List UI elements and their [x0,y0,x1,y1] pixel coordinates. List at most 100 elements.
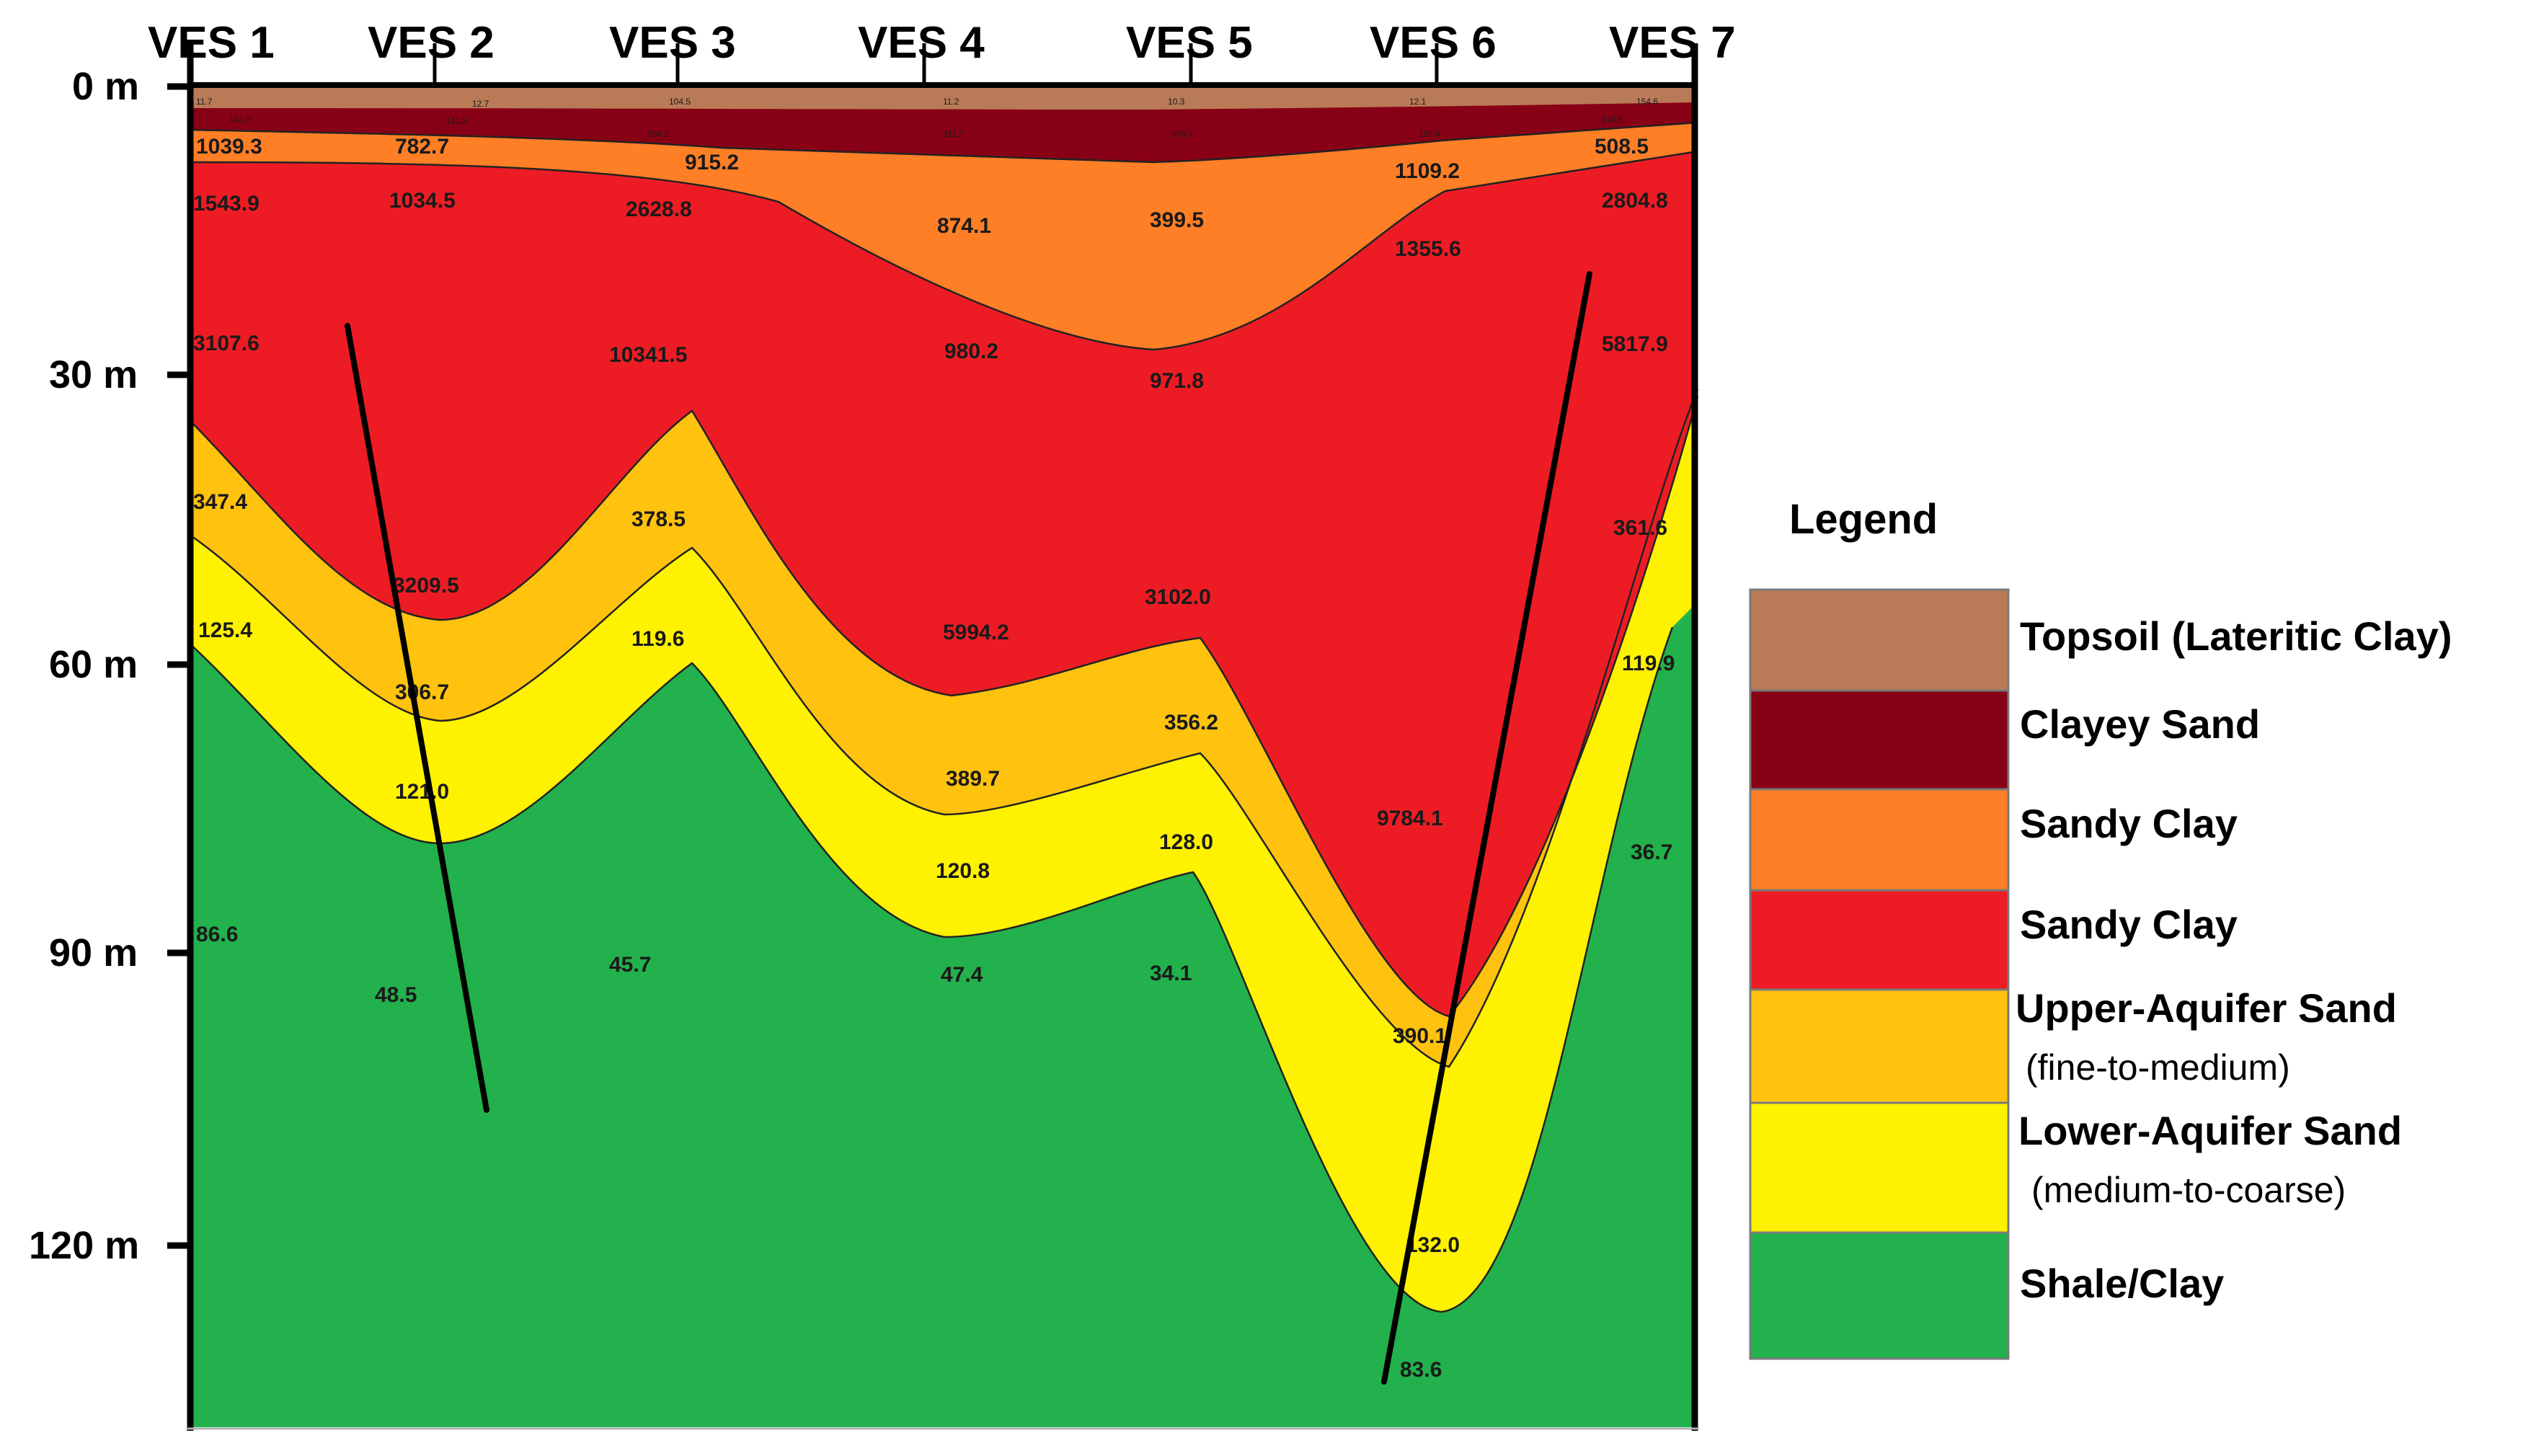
layer-topsoil [187,86,1698,110]
res-value: 36.7 [1631,840,1672,864]
legend-swatch-lower-aquifer [1749,1101,2010,1234]
res-value: 347.4 [193,490,247,514]
res-value: 874.1 [937,214,991,238]
legend: Legend Topsoil (Lateritic Clay) Clayey S… [1749,496,2452,1360]
legend-swatch-shale-clay [1749,1231,2010,1360]
layer-boundaries [187,121,1699,1313]
legend-label-sandy-clay-red: Sandy Clay [2020,902,2238,947]
res-value: 3102.0 [1145,585,1211,609]
res-value: 125.4 [198,618,252,642]
res-value: 5994.2 [943,621,1009,644]
tiny-label: 141.3 [445,116,467,126]
legend-label-clayey-sand: Clayey Sand [2020,701,2260,747]
res-value: 1034.5 [389,189,456,213]
boundary-clayey-sand [187,121,1698,164]
tiny-top-labels: 11.7 141.3 12.7 141.3 104.5 304.2 11.2 3… [196,97,1658,139]
res-value: 132.0 [1406,1233,1460,1257]
depth-label-120: 120 m [29,1224,139,1267]
legend-swatch-sandy-clay-orange [1749,788,2010,892]
ves-label-2: VES 2 [368,18,495,68]
tiny-label: 104.5 [669,97,691,107]
ves-labels: VES 1 VES 2 VES 3 VES 4 VES 5 VES 6 VES … [148,18,1736,68]
res-value: 48.5 [375,983,417,1007]
res-value: 86.6 [196,923,238,946]
tiny-label: 11.7 [196,97,213,107]
res-value: 361.6 [1613,516,1667,540]
res-value: 971.8 [1150,369,1204,393]
tiny-label: 154.6 [1636,97,1658,107]
res-value: 2628.8 [626,197,692,221]
res-value: 119.6 [631,627,684,651]
depth-label-0: 0 m [72,65,139,108]
res-value: 399.5 [1150,208,1204,232]
tiny-label: 141.3 [229,115,251,125]
res-value: 45.7 [609,953,651,977]
res-value: 83.6 [1400,1358,1442,1382]
res-value: 10341.5 [609,343,687,367]
depth-label-90: 90 m [49,931,138,975]
res-value: 5817.9 [1602,332,1668,356]
depth-label-60: 60 m [49,643,138,686]
tiny-label: 304.2 [647,129,669,139]
res-value: 47.4 [941,963,983,987]
legend-label-sandy-clay-orange: Sandy Clay [2020,801,2238,846]
res-value: 390.1 [1393,1024,1447,1048]
ves-label-7: VES 7 [1609,18,1736,68]
ves-ticks [433,43,1439,86]
tiny-label: 119.5 [1602,115,1623,125]
res-value: 1109.2 [1395,159,1460,183]
tiny-label: 12.1 [1409,97,1427,107]
res-value: 9784.1 [1377,807,1443,830]
legend-title: Legend [1789,496,1938,543]
res-value: 34.1 [1150,962,1192,985]
res-value: 3209.5 [393,574,459,598]
depth-ticks [167,83,190,1249]
legend-sub-upper-aquifer: (fine-to-medium) [2026,1047,2290,1088]
layer-sandy-clay-red [187,86,1698,1016]
ves-label-1: VES 1 [148,18,275,68]
boundary-sandy-clay [187,150,1698,351]
legend-label-shale-clay: Shale/Clay [2020,1261,2224,1306]
boundary-lower-aquifer [187,389,1699,1068]
tiny-label: 197.4 [1419,129,1440,139]
legend-swatch-topsoil [1749,588,2010,692]
res-value: 306.7 [395,680,449,704]
ves-label-4: VES 4 [858,18,985,68]
res-value: 121.0 [395,780,449,804]
ves-label-5: VES 5 [1126,18,1253,68]
res-value: 128.0 [1159,830,1213,854]
section-frame [187,43,1698,1431]
res-value: 782.7 [395,135,449,159]
res-value: 1355.6 [1395,237,1461,261]
res-value: 1039.3 [196,135,262,159]
legend-swatch-sandy-clay-red [1749,889,2010,991]
tiny-label: 10.3 [1168,97,1185,107]
ves-label-3: VES 3 [609,18,736,68]
res-value: 2804.8 [1602,189,1668,213]
fault-lines [345,271,1592,1385]
res-value: 3107.6 [193,332,260,355]
depth-labels: 0 m 30 m 60 m 90 m 120 m [29,65,139,1267]
tiny-label: 378.7 [1171,129,1193,139]
tiny-label: 12.7 [472,99,489,109]
depth-label-30: 30 m [49,353,138,396]
tiny-label: 311.7 [943,129,964,139]
res-value: 508.5 [1595,135,1649,159]
legend-label-topsoil: Topsoil (Lateritic Clay) [2020,613,2452,659]
res-value: 120.8 [936,859,990,883]
res-value: 389.7 [946,767,1000,791]
legend-swatch-upper-aquifer [1749,988,2010,1104]
legend-label-lower-aquifer: Lower-Aquifer Sand [2018,1108,2402,1153]
boundary-shale [187,626,1674,1313]
res-value: 915.2 [685,151,739,174]
res-value: 378.5 [631,507,686,531]
legend-sub-lower-aquifer: (medium-to-coarse) [2031,1170,2346,1210]
tiny-label: 11.2 [943,97,959,107]
ves-label-6: VES 6 [1370,18,1497,68]
res-value: 1543.9 [193,192,260,216]
fault-line-2 [1381,271,1592,1385]
res-value: 119.9 [1622,652,1675,675]
res-value: 980.2 [944,339,998,363]
legend-swatch-clayey-sand [1749,689,2010,791]
